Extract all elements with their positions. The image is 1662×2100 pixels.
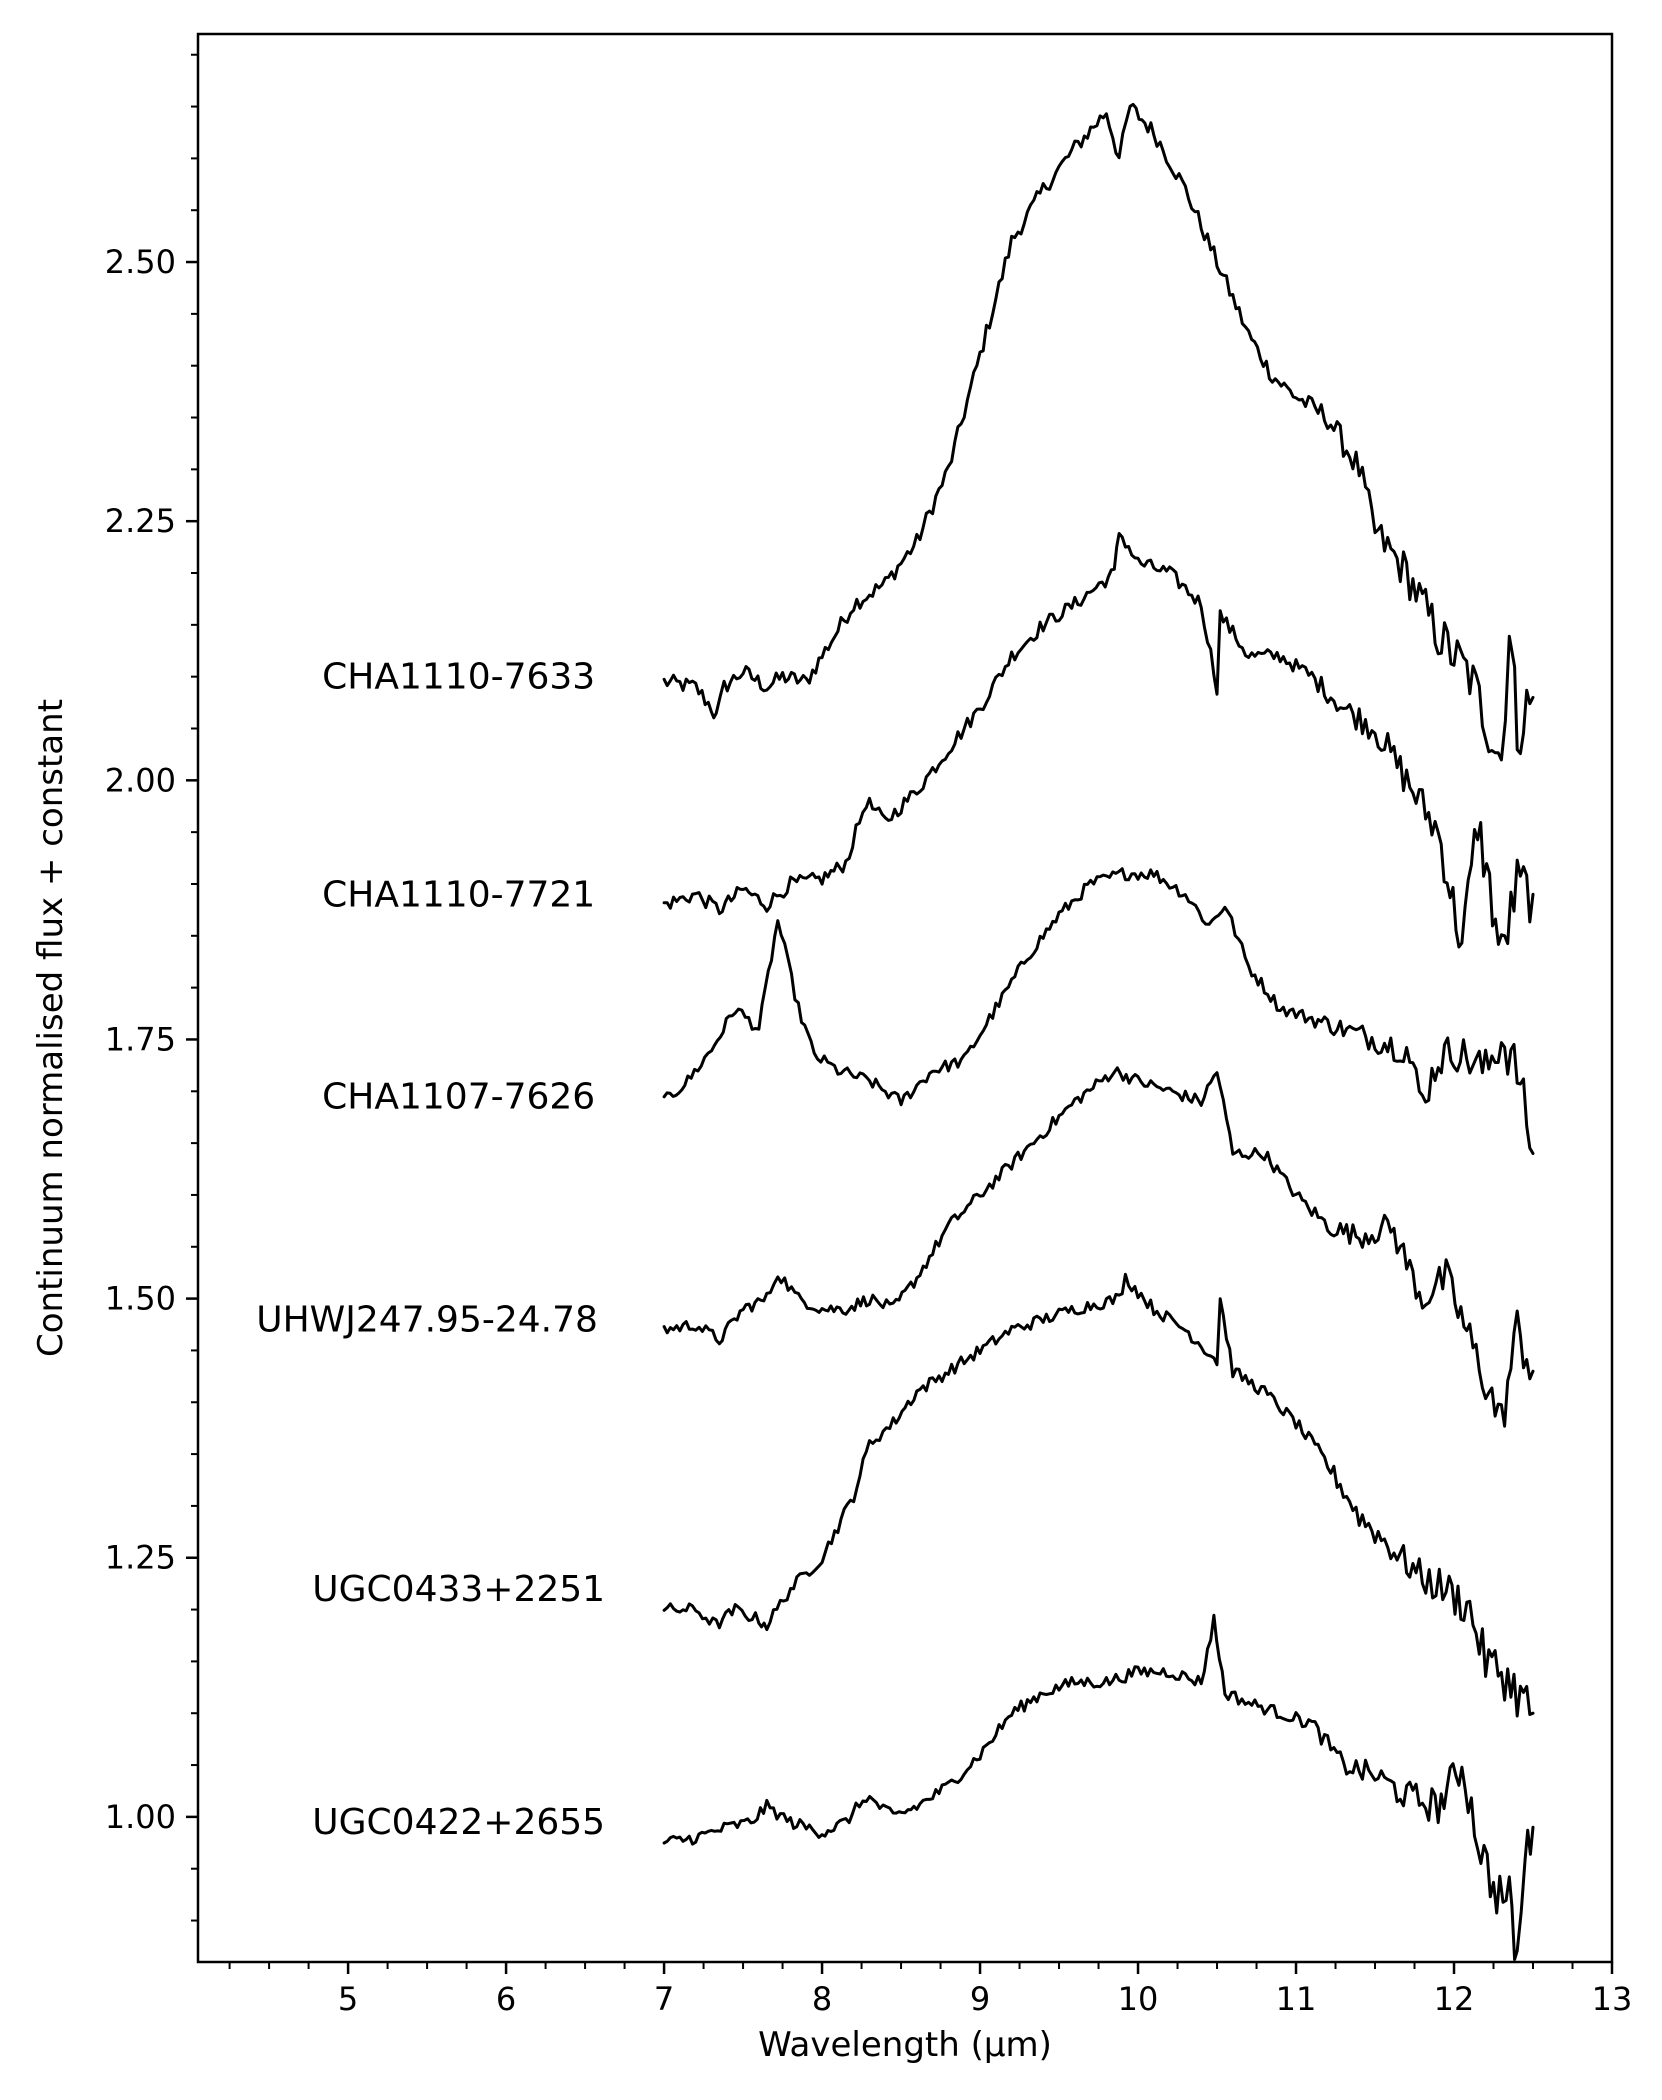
x-tick-label: 6 xyxy=(496,1980,516,2018)
series-line-4 xyxy=(662,1066,1535,1428)
plot-frame xyxy=(196,32,1614,1964)
axes: 5 6 7 8 9 10 11 12 13 1.00 1.25 1.50 1.75 2.00 2.25 2.5… xyxy=(105,32,1633,2018)
series-line-1 xyxy=(662,102,1535,762)
x-tick-label: 10 xyxy=(1118,1980,1159,2018)
series-label-6: UGC0422+2655 xyxy=(312,1802,605,1843)
series-label-1: CHA1110-7633 xyxy=(322,657,595,698)
series-line-6 xyxy=(662,1613,1535,1961)
x-tick-label: 8 xyxy=(812,1980,832,2018)
x-tick-label: 13 xyxy=(1592,1980,1633,2018)
series-label-2: CHA1110-7721 xyxy=(322,874,595,915)
series-label-5: UGC0433+2251 xyxy=(312,1569,605,1610)
series-layer xyxy=(662,102,1535,1961)
x-tick-label: 9 xyxy=(970,1980,990,2018)
y-tick-label: 2.00 xyxy=(105,761,176,799)
y-tick-label: 1.25 xyxy=(105,1539,176,1577)
y-tick-label: 1.50 xyxy=(105,1280,176,1318)
series-line-5 xyxy=(662,1272,1535,1718)
x-tick-label: 5 xyxy=(338,1980,358,2018)
x-tick-label: 12 xyxy=(1434,1980,1475,2018)
x-tick-label: 7 xyxy=(654,1980,674,2018)
series-line-3 xyxy=(662,867,1535,1155)
series-label-3: CHA1107-7626 xyxy=(322,1076,595,1117)
series-label-layer: CHA1110-7633 CHA1110-7721 CHA1107-7626 UHWJ… xyxy=(256,657,605,1843)
series-line-2 xyxy=(662,532,1535,949)
y-tick-label: 2.50 xyxy=(105,243,176,281)
x-axis-label: Wavelength (µm) xyxy=(758,2025,1052,2065)
y-tick-label: 1.75 xyxy=(105,1020,176,1058)
series-label-4: UHWJ247.95-24.78 xyxy=(256,1299,598,1340)
x-tick-label: 11 xyxy=(1276,1980,1317,2018)
y-tick-label: 1.00 xyxy=(105,1798,176,1836)
y-tick-label: 2.25 xyxy=(105,502,176,540)
y-axis-label: Continuum normalised flux + constant xyxy=(31,699,71,1357)
